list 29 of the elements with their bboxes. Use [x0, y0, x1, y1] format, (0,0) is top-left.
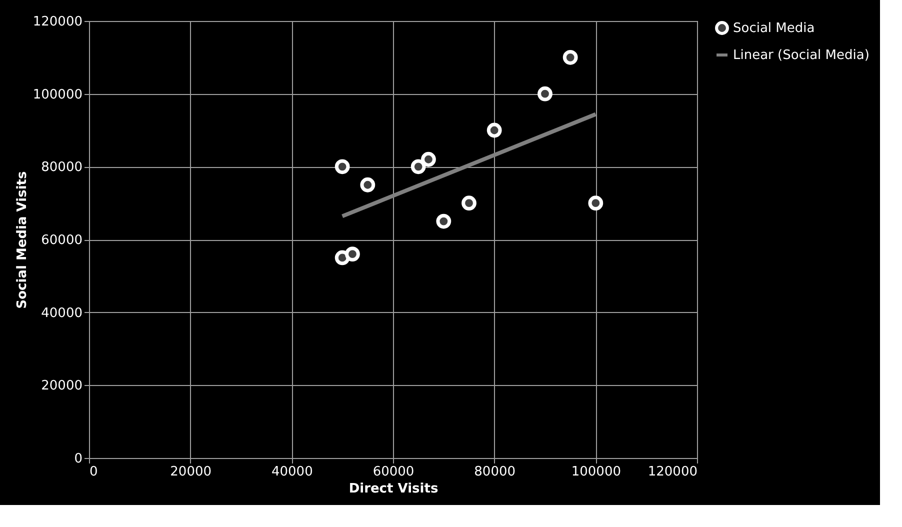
x-tick-label: 40000: [271, 464, 313, 480]
point: [334, 159, 350, 174]
y-tick-label: 120000: [32, 14, 82, 30]
point: [421, 152, 436, 167]
point: [538, 86, 552, 102]
x-tick-label: 60000: [372, 464, 414, 480]
point: [588, 196, 604, 211]
point: [436, 214, 452, 229]
point: [360, 177, 376, 192]
y-tick-label: 0: [74, 452, 82, 466]
x-axis-title: Direct Visits: [348, 482, 438, 496]
y-tick-label: 20000: [41, 378, 82, 394]
y-tick-label: 80000: [41, 160, 82, 176]
point: [410, 159, 426, 174]
point: [562, 50, 578, 65]
x-tick-label: 80000: [474, 464, 516, 480]
y-axis-title: Social Media Visits: [14, 171, 30, 309]
x-tick-label: 120000: [648, 464, 698, 480]
legend-label: Social Media: [733, 21, 815, 36]
x-tick-label: 0: [90, 464, 98, 480]
y-tick-label: 60000: [41, 233, 82, 248]
point: [462, 196, 476, 211]
point: [345, 246, 360, 262]
y-tick-label: 100000: [32, 87, 82, 102]
legend-label: Linear (Social Media): [733, 48, 870, 63]
x-tick-label: 20000: [170, 464, 212, 480]
point: [486, 122, 502, 138]
y-tick-label: 40000: [41, 306, 82, 321]
x-tick-label: 100000: [571, 464, 621, 480]
